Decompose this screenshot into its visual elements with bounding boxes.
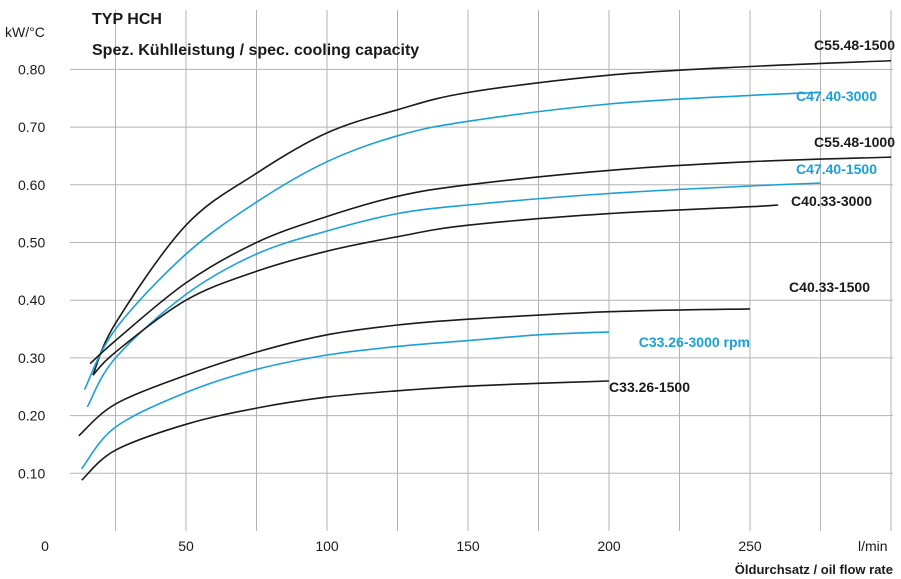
y-tick-label: 0.30 (18, 350, 45, 366)
y-tick-label: 0.40 (18, 292, 45, 308)
series-curves (78, 59, 892, 481)
gridlines (70, 10, 893, 531)
series-line-c33-26-3000-rpm (81, 331, 610, 470)
x-tick-label: 50 (178, 538, 194, 554)
series-line-c33-26-1500 (81, 380, 610, 481)
series-label: C55.48-1500 (814, 37, 895, 53)
x-axis-title: Öldurchsatz / oil flow rate (735, 562, 893, 577)
series-label: C47.40-3000 (796, 88, 877, 104)
y-tick-label: 0.50 (18, 235, 45, 251)
y-axis-unit: kW/°C (5, 24, 45, 40)
x-tick-label: 100 (315, 538, 339, 554)
x-tick-label: 150 (456, 538, 480, 554)
chart-title: TYP HCH (92, 11, 162, 28)
series-label: C40.33-1500 (789, 279, 870, 295)
series-label: C33.26-1500 (609, 379, 690, 395)
series-line-c55-48-1500 (92, 59, 892, 376)
chart-subtitle: Spez. Kühlleistung / spec. cooling capac… (92, 42, 419, 59)
series-line-c47-40-3000 (83, 91, 821, 390)
y-tick-label: 0.80 (18, 61, 45, 77)
y-tick-label: 0.60 (18, 177, 45, 193)
series-label: C40.33-3000 (791, 193, 872, 209)
y-tick-label: 0.10 (18, 465, 45, 481)
series-line-c47-40-1500 (86, 182, 821, 408)
series-label: C55.48-1000 (814, 134, 895, 150)
x-tick-label: 250 (738, 538, 762, 554)
series-line-c55-48-1000 (89, 156, 892, 365)
y-tick-label: 0.70 (18, 119, 45, 135)
x-tick-label: 200 (597, 538, 621, 554)
x-tick-label: 0 (41, 538, 49, 554)
series-labels: C55.48-1500 C47.40-3000 C55.48-1000 C47.40-… (609, 37, 895, 395)
y-tick-label: 0.20 (18, 408, 45, 424)
series-label: C33.26-3000 rpm (639, 334, 750, 350)
series-label: C47.40-1500 (796, 161, 877, 177)
tick-labels: 0 50 100 150 200 250 0.10 0.20 0.30 0.40 0.50 0.60 0… (18, 61, 762, 554)
series-line-c40-33-3000 (92, 204, 779, 376)
series-line-c40-33-1500 (78, 308, 751, 437)
x-axis-unit: l/min (858, 538, 888, 554)
